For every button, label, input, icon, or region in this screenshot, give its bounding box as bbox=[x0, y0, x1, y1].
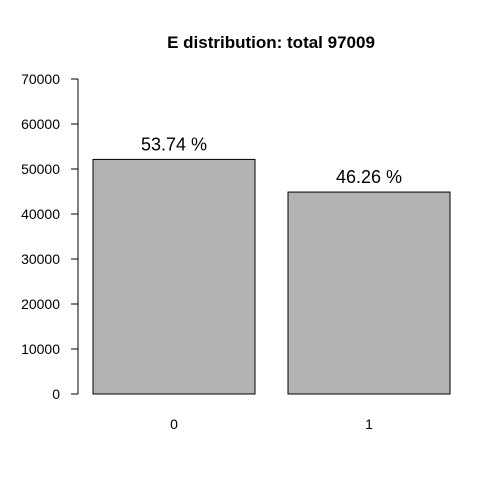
bars bbox=[92, 158, 451, 395]
x-tick-label-0: 0 bbox=[170, 416, 178, 432]
y-tick-label-6: 60000 bbox=[21, 116, 60, 132]
y-tick-label-5: 50000 bbox=[21, 161, 60, 177]
y-tick-label-2: 20000 bbox=[21, 296, 60, 312]
y-tick-label-1: 10000 bbox=[21, 341, 60, 357]
x-tick-label-1: 1 bbox=[365, 416, 373, 432]
data-labels: 53.74 % 46.26 % bbox=[141, 134, 402, 187]
data-label-1: 46.26 % bbox=[336, 167, 402, 187]
y-tick-label-0: 0 bbox=[52, 386, 60, 402]
bar-1 bbox=[287, 191, 451, 395]
bar-0 bbox=[92, 158, 256, 395]
y-axis: 0 10000 20000 30000 40000 50000 60000 70000 bbox=[21, 71, 78, 402]
data-label-0: 53.74 % bbox=[141, 134, 207, 154]
y-tick-label-7: 70000 bbox=[21, 71, 60, 87]
y-tick-label-4: 40000 bbox=[21, 206, 60, 222]
chart-title: E distribution: total 97009 bbox=[167, 33, 375, 52]
y-tick-label-3: 30000 bbox=[21, 251, 60, 267]
